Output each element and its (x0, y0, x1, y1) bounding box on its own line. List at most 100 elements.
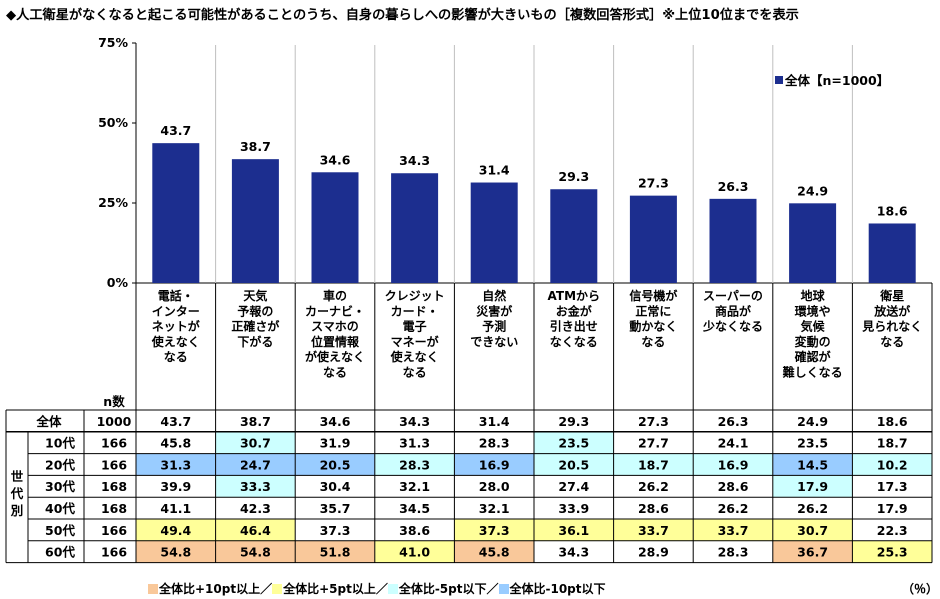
x-tick-label: 環境や (795, 303, 831, 318)
table-cell: 34.3 (399, 414, 430, 429)
x-tick-label: 予測 (482, 319, 506, 334)
cell-highlight (852, 453, 932, 476)
table-cell: 25.3 (877, 545, 908, 560)
row-n: 168 (101, 479, 127, 494)
x-tick-label: 動かなく (629, 319, 677, 334)
x-tick-label: 変動の (795, 334, 831, 349)
table-cell: 27.4 (558, 479, 589, 494)
highlight-legend-swatch (148, 584, 158, 594)
cell-highlight (772, 519, 853, 541)
x-tick-label: 少なくなる (702, 319, 763, 334)
table-cell: 24.7 (240, 457, 271, 472)
x-tick-label: マネーが (391, 334, 439, 349)
table-cell: 17.9 (877, 501, 908, 516)
cell-highlight (374, 453, 455, 476)
table-cell: 31.4 (479, 414, 510, 429)
cell-highlight (454, 519, 534, 541)
x-tick-label: スマホの (311, 320, 359, 334)
bar-value-label: 24.9 (797, 183, 828, 198)
table-cell: 26.2 (797, 501, 828, 516)
bar-value-label: 34.3 (399, 153, 430, 168)
row-n: 168 (101, 501, 127, 516)
highlight-legend-label: 全体比+10pt以上／ (159, 582, 273, 596)
table-cell: 46.4 (240, 523, 271, 538)
row-n: 1000 (97, 414, 132, 429)
table-cell: 41.1 (160, 501, 191, 516)
highlight-legend-swatch (272, 584, 283, 594)
bar-value-label: 34.6 (320, 152, 351, 167)
x-tick-label: 電話・ (158, 288, 194, 303)
x-tick-label: 難しくなる (783, 365, 843, 380)
cell-highlight (215, 519, 296, 541)
y-tick-label: 75% (98, 35, 128, 50)
table-cell: 31.3 (160, 457, 191, 472)
table-cell: 34.5 (399, 501, 430, 516)
row-label: 40代 (45, 501, 75, 516)
table-cell: 26.2 (638, 479, 669, 494)
bar (231, 159, 279, 283)
cell-highlight (613, 453, 694, 476)
table-cell: 33.7 (718, 523, 749, 538)
cell-highlight (215, 431, 296, 454)
cell-highlight (534, 453, 614, 476)
table-cell: 33.9 (558, 501, 589, 516)
table-cell: 30.4 (320, 479, 351, 494)
table-cell: 18.7 (638, 457, 669, 472)
table-cell: 26.3 (718, 414, 749, 429)
bar (629, 195, 677, 283)
x-tick-label: 下がる (237, 334, 273, 349)
bar-value-label: 26.3 (718, 179, 749, 194)
table-cell: 17.9 (797, 479, 828, 494)
table-cell: 34.6 (320, 414, 351, 429)
x-tick-label: 天気 (243, 288, 267, 303)
cell-highlight (295, 453, 375, 476)
bar-value-label: 43.7 (160, 123, 191, 138)
bar (868, 223, 916, 283)
y-tick-label: 0% (107, 275, 129, 290)
row-label: 60代 (45, 545, 75, 560)
table-cell: 33.3 (240, 479, 271, 494)
legend-swatch (775, 76, 783, 84)
y-tick-label: 50% (98, 115, 128, 130)
cell-highlight (215, 453, 296, 476)
x-tick-label: 予報の (237, 303, 273, 318)
table-cell: 23.5 (558, 436, 589, 451)
x-tick-label: 気候 (801, 319, 826, 334)
cell-highlight (772, 540, 853, 563)
cell-highlight (136, 519, 216, 541)
table-cell: 42.3 (240, 501, 271, 516)
table-cell: 18.7 (877, 436, 908, 451)
table-cell: 54.8 (240, 545, 271, 560)
n-header: n数 (103, 394, 125, 409)
table-cell: 20.5 (558, 457, 589, 472)
highlight-legend-swatch (498, 584, 509, 594)
table-cell: 34.3 (558, 545, 589, 560)
x-tick-label: カード・ (391, 304, 439, 318)
x-tick-label: ATMから (548, 289, 600, 303)
row-label: 30代 (45, 479, 75, 494)
table-cell: 27.7 (638, 436, 669, 451)
table-cell: 10.2 (877, 457, 908, 472)
table-cell: 36.1 (558, 523, 589, 538)
cell-highlight (693, 519, 773, 541)
table-cell: 16.9 (718, 457, 749, 472)
row-n: 166 (101, 545, 127, 560)
cell-highlight (215, 475, 296, 498)
cell-highlight (136, 453, 216, 476)
group-label: 別 (10, 503, 24, 518)
legend-label: 全体【n=1000】 (785, 73, 890, 88)
table-cell: 49.4 (160, 523, 191, 538)
table-cell: 31.3 (399, 436, 430, 451)
bar (550, 189, 598, 283)
x-tick-label: なる (164, 350, 188, 364)
table-cell: 28.0 (479, 479, 510, 494)
x-tick-label: 確認が (795, 349, 831, 364)
x-tick-label: なる (641, 335, 665, 349)
x-tick-label: が使えなく (305, 349, 365, 364)
highlight-legend: 全体比+10pt以上／ 全体比+5pt以上／ 全体比-5pt以下／ 全体比-10pt以… (148, 580, 606, 597)
table-cell: 30.7 (240, 436, 271, 451)
cell-highlight (534, 519, 614, 541)
table-cell: 27.3 (638, 414, 669, 429)
x-tick-label: なる (323, 366, 347, 380)
bar (470, 182, 518, 283)
